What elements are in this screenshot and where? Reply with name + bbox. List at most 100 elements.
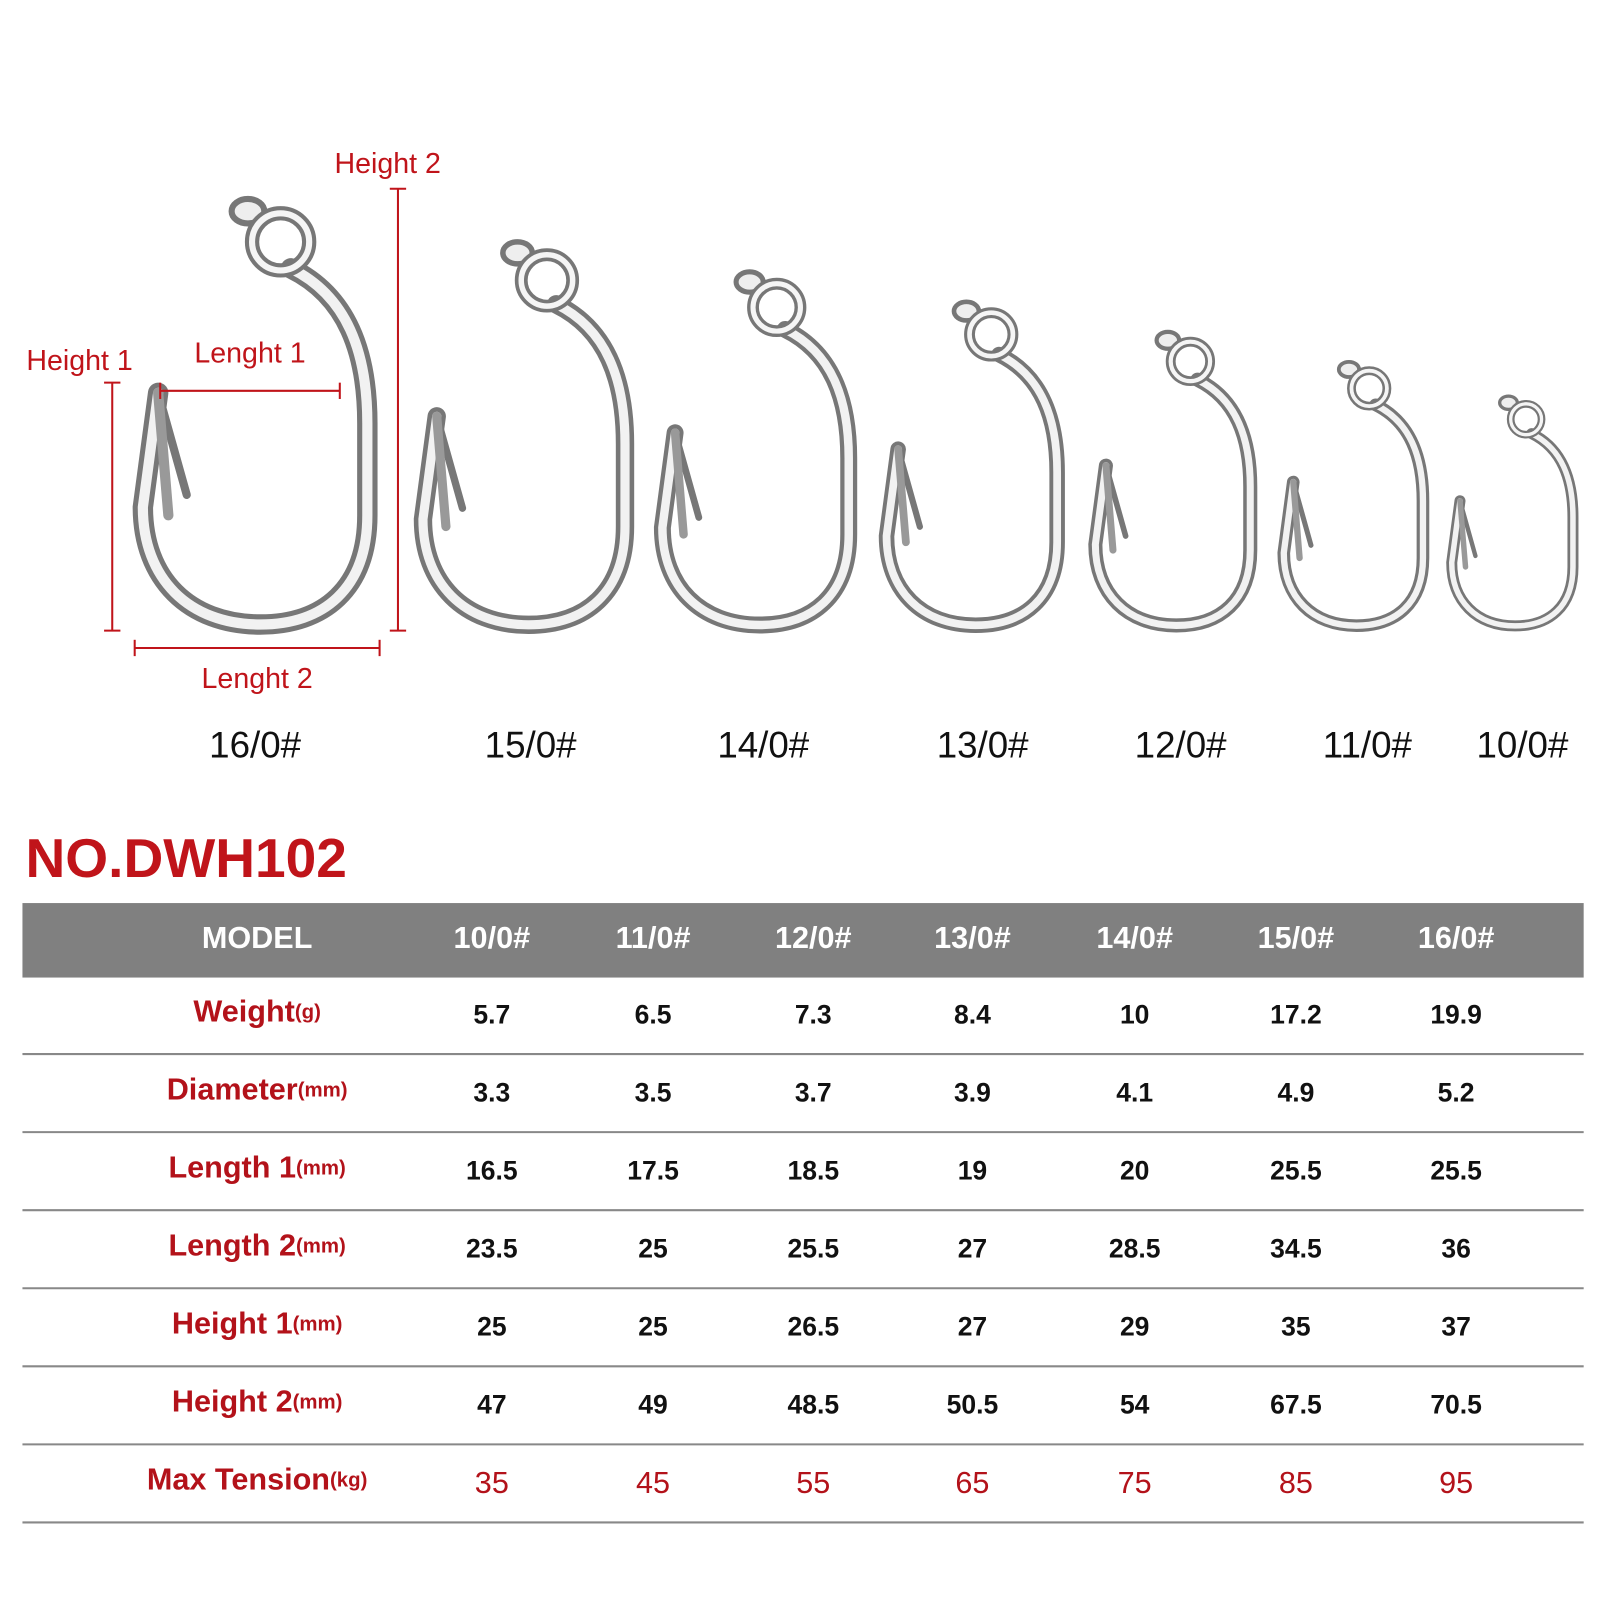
table-cell: 3.9	[954, 1077, 991, 1107]
hook-barb	[894, 445, 910, 547]
hook-size-label: 15/0#	[485, 725, 577, 766]
hook-barb	[432, 411, 451, 532]
table-cell: 17.2	[1270, 999, 1322, 1029]
dimension-label: Lenght 2	[202, 663, 313, 695]
table-cell: 45	[636, 1466, 670, 1500]
row-label-name: Weight	[193, 994, 294, 1028]
table-cell: 36	[1441, 1234, 1471, 1264]
row-label-name: Height 1	[172, 1307, 293, 1341]
row-label-unit: (mm)	[296, 1158, 346, 1180]
hook-size-label: 13/0#	[937, 725, 1029, 766]
hook-barb	[1457, 498, 1469, 570]
hook-barb	[1102, 462, 1117, 554]
row-label: Length 1(mm)	[168, 1150, 345, 1184]
table-header-bg	[22, 903, 1584, 978]
hook-eye-shine	[1168, 339, 1213, 384]
table-cell: 23.5	[466, 1234, 518, 1264]
hook-shine	[418, 299, 630, 630]
hook	[1277, 359, 1430, 632]
table-cell: 35	[475, 1466, 509, 1500]
row-label-unit: (mm)	[296, 1236, 346, 1258]
table-cell: 47	[477, 1390, 507, 1420]
table-cell: 19.9	[1430, 999, 1482, 1029]
table-cell: 17.5	[627, 1155, 679, 1185]
table-cell: 3.5	[635, 1077, 672, 1107]
hook-eye-shine	[967, 310, 1016, 359]
row-label-name: Length 1	[168, 1150, 296, 1184]
table-cell: 19	[958, 1155, 987, 1185]
product-title: NO.DWH102	[26, 827, 347, 889]
hook-size-label: 10/0#	[1477, 725, 1569, 766]
dimension-labels: Height 2 Height 1 Lenght 1 Lenght 2	[26, 148, 441, 695]
table-cell: 25.5	[787, 1234, 839, 1264]
hook-shine	[1448, 430, 1576, 629]
hook-size-label: 12/0#	[1135, 725, 1227, 766]
table-cell: 4.9	[1277, 1077, 1314, 1107]
hook-size-label: 16/0#	[209, 725, 301, 766]
table-cell: 35	[1281, 1312, 1311, 1342]
table-cell: 3.7	[795, 1077, 832, 1107]
hook-eye-shine	[518, 251, 576, 309]
hook	[132, 195, 378, 635]
table-header-cell: 10/0#	[454, 921, 531, 955]
row-label: Weight(g)	[193, 994, 321, 1028]
table-cell: 27	[958, 1312, 987, 1342]
table-cell: 10	[1120, 999, 1150, 1029]
table-cell: 50.5	[947, 1390, 999, 1420]
row-label-name: Height 2	[172, 1385, 293, 1419]
hook-eye-shine	[248, 210, 313, 274]
table-cell: 25	[638, 1312, 668, 1342]
row-label: Diameter(mm)	[167, 1072, 348, 1106]
table-cell: 3.3	[473, 1077, 510, 1107]
table-cell: 28.5	[1109, 1234, 1161, 1264]
hook-shine	[137, 263, 373, 630]
dimension-label: Height 1	[26, 345, 132, 377]
table-cell: 8.4	[954, 999, 991, 1029]
table-header-cell: 14/0#	[1096, 921, 1173, 955]
table-cell: 37	[1441, 1312, 1471, 1342]
row-label: Height 1(mm)	[172, 1307, 343, 1341]
table-cell: 49	[638, 1390, 667, 1420]
table-cell: 75	[1118, 1466, 1152, 1500]
hook	[413, 239, 635, 634]
row-label-unit: (g)	[295, 1002, 321, 1024]
table-cell: 54	[1120, 1390, 1150, 1420]
row-label-unit: (kg)	[330, 1470, 367, 1492]
hook	[878, 299, 1065, 633]
dimension-label: Lenght 1	[194, 338, 305, 370]
hook-eye-shine	[750, 281, 803, 334]
row-label: Height 2(mm)	[172, 1385, 343, 1419]
table-cell: 34.5	[1270, 1234, 1322, 1264]
spec-table: MODEL 10/0# 11/0# 12/0# 13/0# 14/0# 15/0# 16/0#…	[22, 921, 1584, 1524]
table-cell: 27	[958, 1234, 987, 1264]
table-header-cell: 11/0#	[616, 921, 691, 955]
table-cell: 48.5	[787, 1390, 839, 1420]
hook-shine	[882, 350, 1062, 630]
hook	[1088, 329, 1258, 633]
table-cell: 70.5	[1430, 1390, 1482, 1420]
row-label-unit: (mm)	[298, 1080, 348, 1102]
hook-barb	[670, 428, 688, 539]
dimension-lines	[104, 187, 407, 657]
table-cell: 25	[477, 1312, 507, 1342]
hook-illustrations	[132, 195, 1579, 635]
row-label-name: Diameter	[167, 1072, 298, 1106]
table-cell: 25.5	[1430, 1155, 1482, 1185]
hook-size-label: 11/0#	[1323, 725, 1413, 766]
table-header-cell: 12/0#	[775, 921, 852, 955]
table-header-cell: 15/0#	[1258, 921, 1335, 955]
hook-shine	[1091, 376, 1254, 629]
table-header-cell: MODEL	[202, 921, 313, 955]
table-header-cell: 16/0#	[1418, 921, 1495, 955]
hook	[653, 269, 858, 634]
hook-barb	[1290, 478, 1303, 562]
table-cell: 85	[1279, 1466, 1313, 1500]
hook-eye-shine	[1509, 402, 1544, 437]
table-cell: 5.2	[1438, 1077, 1475, 1107]
hook-size-label: 14/0#	[717, 725, 809, 766]
table-cell: 7.3	[795, 999, 832, 1029]
dimension-label: Height 2	[335, 148, 441, 180]
hook-shine	[658, 325, 853, 630]
table-cell: 26.5	[787, 1312, 839, 1342]
